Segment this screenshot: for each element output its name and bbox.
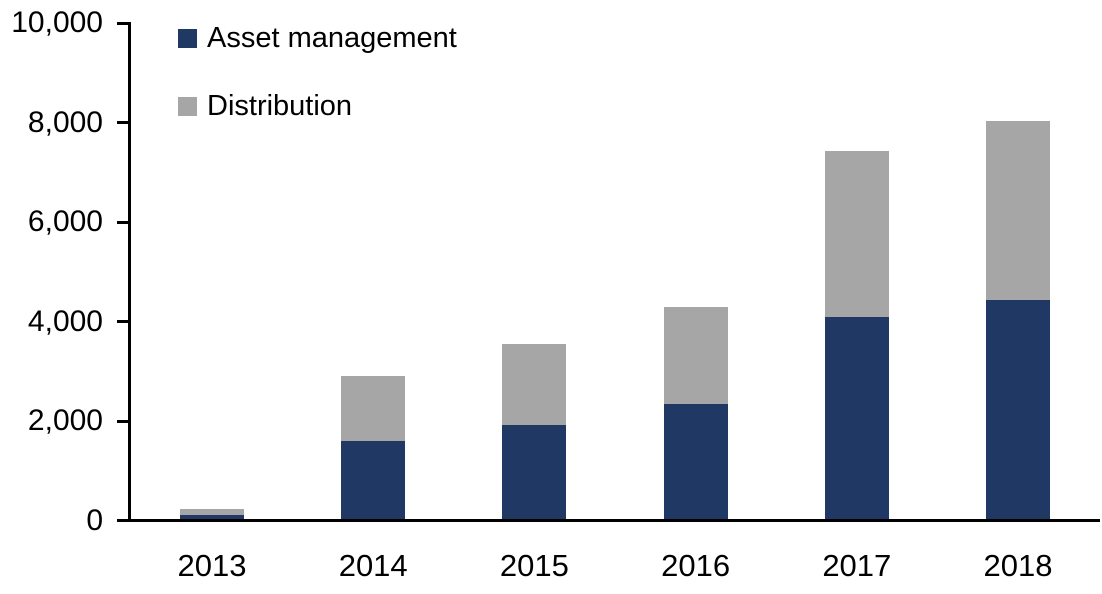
bar-segment-asset-management-2015 — [502, 424, 567, 519]
y-tick-label: 2,000 — [27, 404, 103, 437]
y-tick-label: 4,000 — [27, 304, 103, 338]
y-tick-mark — [117, 220, 128, 224]
bar-segment-distribution-2015 — [502, 343, 567, 425]
y-tick-mark — [117, 21, 128, 25]
y-tick-label: 0 — [86, 503, 103, 537]
bar-segment-distribution-2014 — [341, 375, 406, 441]
legend-item-asset-management: Asset management — [178, 19, 457, 57]
legend-item-distribution: Distribution — [178, 87, 457, 125]
legend: Asset management Distribution — [178, 19, 457, 155]
x-axis-line — [128, 519, 1100, 522]
legend-label-asset-management: Asset management — [207, 21, 457, 54]
bar-segment-asset-management-2016 — [663, 404, 728, 519]
y-axis-line — [128, 22, 131, 522]
x-axis-label-2015: 2015 — [499, 548, 569, 583]
y-tick-mark — [117, 121, 128, 124]
x-axis-label-2013: 2013 — [177, 548, 247, 583]
y-tick-label: 10,000 — [11, 6, 103, 39]
x-axis-label-2016: 2016 — [661, 548, 731, 583]
x-axis-label-2014: 2014 — [338, 548, 408, 583]
bar-segment-asset-management-2014 — [341, 440, 406, 519]
x-axis-label-2017: 2017 — [822, 548, 892, 583]
bar-segment-distribution-2013 — [180, 509, 244, 515]
legend-swatch-distribution-icon — [178, 96, 197, 116]
bar-segment-asset-management-2013 — [180, 514, 244, 519]
bar-segment-asset-management-2017 — [824, 317, 889, 519]
y-tick-mark — [117, 419, 128, 423]
legend-label-distribution: Distribution — [207, 89, 353, 122]
legend-swatch-asset-management-icon — [178, 28, 197, 48]
bar-segment-distribution-2016 — [663, 307, 728, 405]
x-axis-label-2018: 2018 — [983, 548, 1053, 583]
y-tick-label: 8,000 — [27, 105, 103, 139]
bar-segment-asset-management-2018 — [986, 299, 1050, 519]
bar-segment-distribution-2018 — [986, 121, 1050, 300]
y-tick-mark — [117, 519, 128, 522]
y-tick-label: 6,000 — [27, 205, 103, 238]
bar-segment-distribution-2017 — [824, 150, 889, 317]
y-tick-mark — [117, 320, 128, 323]
